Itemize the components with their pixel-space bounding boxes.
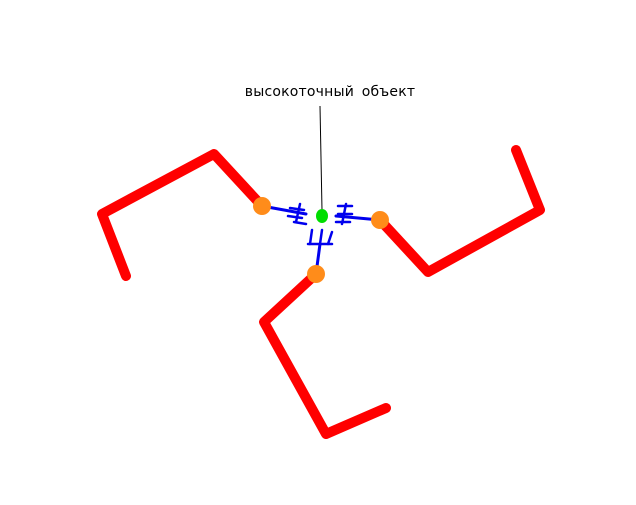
- bottom-endpoint-marker: [307, 265, 325, 283]
- right-glyph-symbol: [334, 202, 354, 226]
- left-glyph-symbol: [286, 202, 308, 226]
- right-endpoint-marker: [371, 211, 389, 229]
- target-point-marker: [316, 209, 328, 223]
- left-red-line: [97, 149, 267, 281]
- left-endpoint-marker: [253, 197, 271, 215]
- bottom-glyph-symbol: [306, 228, 334, 246]
- callout-leader-line: [319, 105, 323, 211]
- right-red-line: [375, 145, 545, 277]
- bottom-red-line: [259, 269, 391, 439]
- callout-label: высокоточный объект: [244, 84, 416, 100]
